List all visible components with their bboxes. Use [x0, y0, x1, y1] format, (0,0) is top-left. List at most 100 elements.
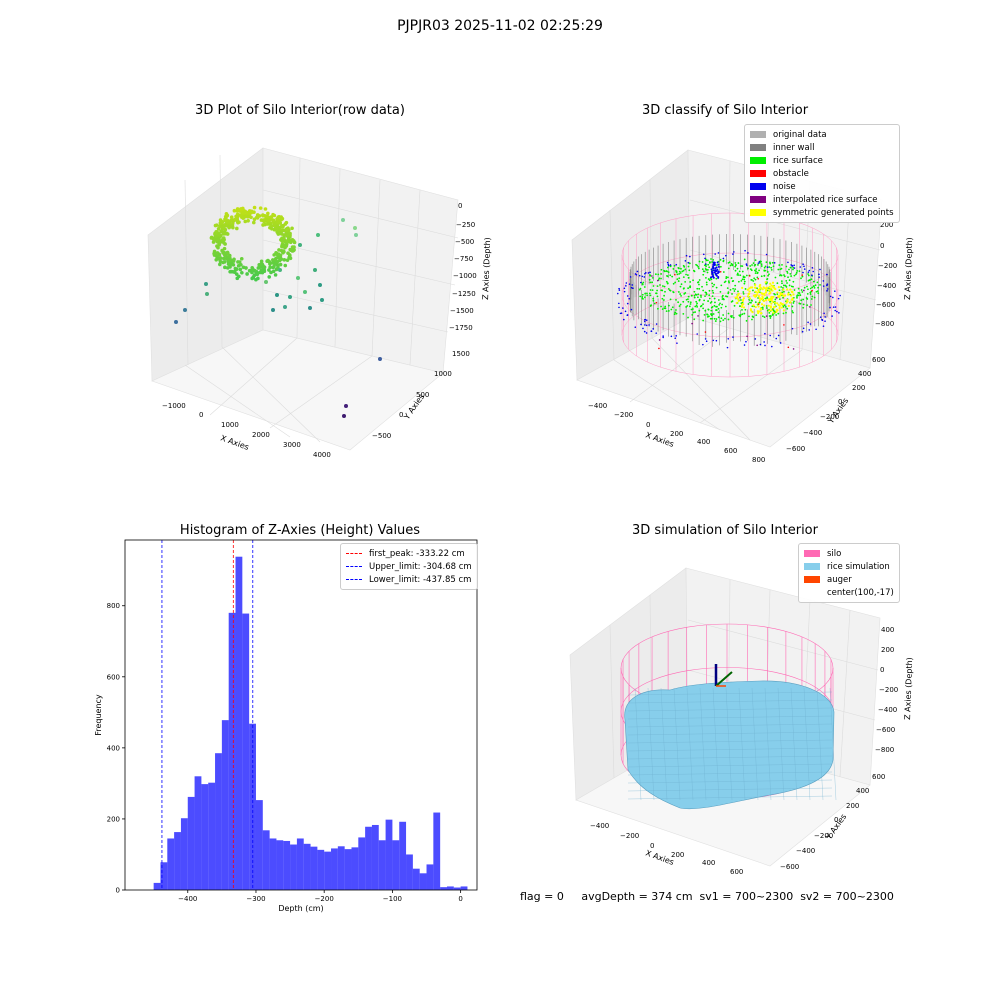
symmetric-point — [747, 292, 750, 296]
legend-item: interpolated rice surface — [750, 193, 894, 206]
rice-surface-point — [676, 278, 679, 281]
symmetric-point — [758, 299, 761, 302]
rice-surface-point — [807, 274, 810, 277]
rice-surface-point — [727, 276, 729, 279]
noise-point — [702, 253, 705, 256]
rice-surface-point — [726, 287, 729, 290]
histogram-bar — [180, 818, 188, 890]
noise-point — [807, 321, 809, 324]
noise-point — [618, 289, 621, 291]
rice-surface-point — [781, 291, 784, 294]
noise-point — [743, 344, 746, 346]
outlier-point — [318, 283, 322, 287]
rice-surface-point — [753, 277, 756, 280]
rice-surface-point — [660, 268, 663, 271]
point — [223, 253, 228, 258]
rice-surface-point — [765, 307, 768, 309]
symmetric-point — [736, 297, 740, 300]
rice-surface-point — [802, 298, 805, 301]
noise-point — [831, 315, 833, 317]
noise-point — [826, 284, 828, 287]
rice-surface-point — [792, 280, 795, 283]
mesh-line — [627, 739, 833, 744]
rice-surface-point — [718, 303, 721, 306]
noise-point — [716, 261, 719, 264]
noise-point — [616, 292, 619, 295]
noise-point — [744, 249, 746, 252]
symmetric-point — [771, 281, 775, 284]
symmetric-point — [740, 305, 743, 308]
rice-surface-point — [806, 285, 808, 288]
legend-label: interpolated rice surface — [773, 194, 878, 205]
rice-surface-point — [797, 294, 800, 297]
histogram-bar — [228, 612, 236, 890]
legend-swatch — [750, 209, 766, 216]
point — [228, 265, 232, 269]
rice-surface-point — [690, 308, 693, 311]
rice-surface-point — [768, 266, 771, 268]
rice-surface-point — [763, 270, 766, 272]
histogram-bar — [371, 824, 379, 890]
rice-surface-point — [763, 275, 766, 277]
rice-surface-point — [711, 282, 714, 285]
rice-surface-point — [741, 308, 743, 311]
point — [235, 209, 240, 213]
rice-surface-point — [714, 301, 716, 304]
panel1-ztick: −750 — [454, 255, 473, 263]
noise-point — [675, 263, 678, 266]
rice-surface-point — [752, 280, 755, 282]
rice-surface-point — [771, 261, 774, 264]
rice-surface-point — [682, 264, 685, 267]
histogram-bar — [255, 800, 263, 890]
rice-surface-point — [782, 286, 784, 289]
rice-surface-point — [810, 298, 813, 300]
rice-surface-point — [716, 305, 718, 308]
panel2-xtick: −200 — [614, 411, 633, 419]
noise-point — [802, 327, 805, 330]
noise-point — [779, 342, 782, 344]
legend-swatch — [750, 170, 766, 177]
rice-surface-point — [660, 305, 662, 308]
histogram-reference-lines — [161, 540, 254, 890]
symmetric-point — [741, 299, 744, 303]
rice-surface-point — [646, 294, 649, 297]
rice-surface-point — [738, 270, 741, 273]
legend-swatch — [804, 589, 820, 596]
outlier-point — [205, 292, 209, 296]
symmetric-point — [747, 295, 750, 298]
panel4-ztick: 0 — [880, 666, 884, 674]
symmetric-point — [768, 285, 771, 288]
obstacle-point — [748, 275, 751, 277]
legend-label: Upper_limit: -304.68 cm — [369, 561, 472, 572]
noise-point — [727, 337, 730, 340]
rice-surface-point — [811, 295, 814, 298]
rice-surface-point — [766, 309, 769, 312]
noise-point — [667, 263, 670, 266]
point — [222, 246, 227, 251]
rice-surface-point — [687, 295, 690, 298]
outlier-point — [271, 308, 275, 312]
point — [268, 265, 272, 270]
rice-surface-point — [765, 305, 768, 307]
rice-surface-point — [784, 305, 787, 308]
rice-surface-point — [717, 311, 720, 314]
rice-surface-point — [760, 275, 763, 278]
rice-surface-point — [649, 274, 652, 277]
noise-point — [826, 288, 829, 290]
symmetric-point — [753, 286, 757, 289]
rice-surface-point — [719, 302, 721, 305]
noise-point — [631, 287, 634, 290]
symmetric-point — [759, 308, 762, 311]
noise-point — [712, 339, 715, 342]
noise-point — [839, 294, 841, 297]
obstacle-point — [787, 346, 790, 349]
noise-point — [630, 286, 633, 289]
rice-surface-point — [701, 261, 704, 263]
point — [277, 248, 281, 252]
rice-surface-point — [795, 271, 798, 274]
outlier-point — [278, 268, 282, 272]
symmetric-point — [782, 294, 785, 298]
noise-point — [716, 268, 719, 271]
symmetric-point — [756, 310, 759, 313]
rice-surface-point — [778, 289, 781, 292]
